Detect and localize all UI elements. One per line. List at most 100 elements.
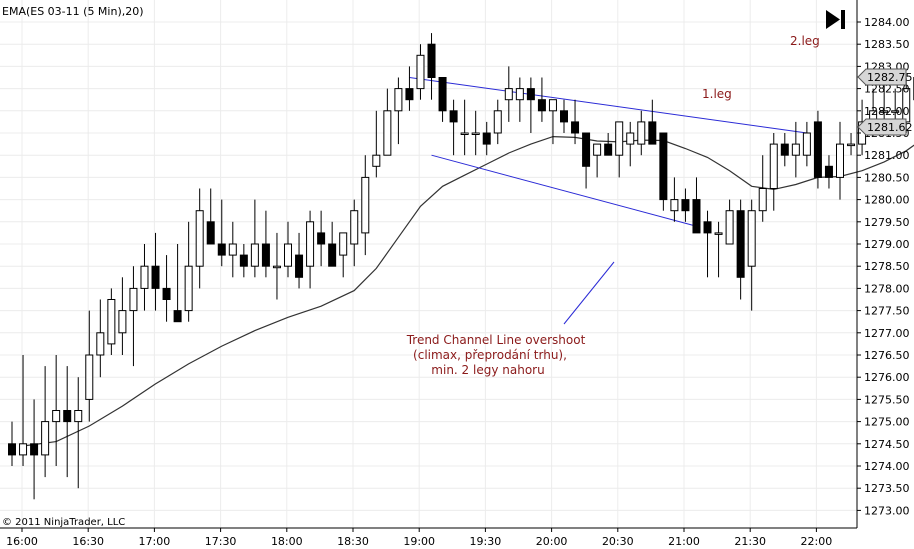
candle-body-down (427, 43, 436, 78)
candle-body-down (8, 443, 16, 456)
candle-body-down (30, 443, 39, 456)
candle-body-down (582, 132, 591, 167)
candlestick (361, 155, 370, 256)
candle-body-down (659, 132, 668, 201)
y-tick-label: 1282.50 (864, 83, 910, 96)
candlestick (769, 133, 778, 211)
candlestick (250, 199, 259, 278)
candlestick (394, 77, 403, 145)
candle-body-down (449, 110, 458, 123)
candle-body-up (306, 221, 315, 267)
y-tick-label: 1280.00 (864, 194, 910, 207)
candle-body-up (791, 143, 800, 156)
candle-body-up (339, 232, 348, 256)
candlestick (405, 66, 414, 111)
candlestick (416, 44, 425, 100)
candle-body-up (361, 176, 370, 234)
x-tick-label: 17:30 (205, 535, 237, 548)
candlestick (261, 210, 270, 278)
ema-value-marker: 1281.62 (857, 118, 913, 136)
candlestick (195, 188, 204, 289)
candle-body-up (184, 265, 193, 312)
candle-body-up (747, 210, 756, 267)
candlestick (836, 121, 844, 200)
candle-body-up (670, 199, 679, 212)
candle-body-up (891, 110, 900, 113)
svg-text:1282.75: 1282.75 (867, 71, 913, 84)
y-tick-label: 1282.00 (864, 105, 910, 118)
candle-body-up (758, 188, 767, 212)
overshoot-note-line-1: Trend Channel Line overshoot (406, 333, 586, 347)
candle-body-up (19, 443, 28, 456)
candle-body-down (217, 243, 226, 256)
x-tick-label: 19:30 (470, 535, 502, 548)
candle-body-up (107, 299, 116, 345)
candlestick (350, 199, 359, 267)
candle-body-up (85, 354, 94, 400)
candlestick (63, 366, 72, 478)
candlestick (140, 244, 149, 311)
candle-body-up (350, 210, 359, 245)
y-tick-label: 1275.50 (864, 393, 910, 406)
chart-title: EMA(ES 03-11 (5 Min),20) (2, 5, 144, 18)
candle-body-up (52, 410, 61, 423)
candle-body-up (74, 410, 83, 423)
candlestick (460, 99, 469, 156)
x-tick-label: 18:00 (271, 535, 303, 548)
x-tick-label: 22:00 (801, 535, 833, 548)
candlestick (284, 221, 292, 278)
candle-body-down (780, 143, 789, 156)
candlestick (537, 77, 546, 122)
candle-body-down (317, 232, 326, 245)
candlestick (659, 132, 668, 211)
candlestick (228, 221, 237, 278)
candle-body-down (261, 243, 270, 267)
candlestick (328, 221, 337, 267)
candle-body-down (63, 410, 72, 423)
y-tick-label: 1279.50 (864, 216, 910, 229)
candlestick (648, 99, 657, 145)
candlestick (615, 121, 624, 178)
candle-body-up (383, 110, 392, 156)
candlestick (571, 99, 580, 145)
candlestick (560, 99, 568, 133)
candlestick (438, 77, 447, 122)
candlestick (736, 199, 745, 300)
y-tick-label: 1274.00 (864, 460, 910, 473)
candle-body-up (802, 132, 811, 156)
candle-body-up (515, 88, 524, 101)
candlestick (758, 155, 767, 222)
candle-body-down (813, 121, 822, 178)
candle-body-down (824, 165, 833, 178)
candlestick (162, 255, 171, 322)
y-tick-label: 1274.50 (864, 438, 910, 451)
candle-body-up (96, 332, 105, 356)
y-tick-label: 1280.50 (864, 171, 910, 184)
candle-body-down (560, 110, 568, 123)
candlestick (383, 88, 392, 156)
candle-body-down (295, 254, 304, 278)
candle-body-up (250, 243, 259, 267)
candle-body-up (372, 154, 381, 167)
svg-text:1281.62: 1281.62 (867, 121, 913, 134)
candle-body-up (504, 88, 513, 101)
y-tick-label: 1273.50 (864, 482, 910, 495)
leg2-label: 2.leg (790, 34, 820, 48)
play-end-icon[interactable] (826, 10, 845, 29)
candlestick (802, 121, 811, 167)
candle-body-up (416, 54, 425, 90)
candle-body-up (41, 421, 50, 456)
candle-body-up (593, 143, 602, 156)
overshoot-note-line-2: (climax, přeprodání trhu), (413, 348, 567, 362)
candle-body-up (714, 232, 723, 235)
candlestick (306, 210, 315, 289)
candlestick (173, 244, 182, 323)
candle-body-up (195, 210, 204, 267)
candlestick (626, 121, 635, 167)
candle-body-down (328, 243, 337, 267)
overshoot-note-line-3: min. 2 legy nahoru (431, 363, 544, 377)
trend-channel (409, 77, 807, 227)
x-tick-label: 16:30 (72, 535, 104, 548)
candlestick (692, 177, 701, 234)
candle-body-down (239, 254, 248, 267)
